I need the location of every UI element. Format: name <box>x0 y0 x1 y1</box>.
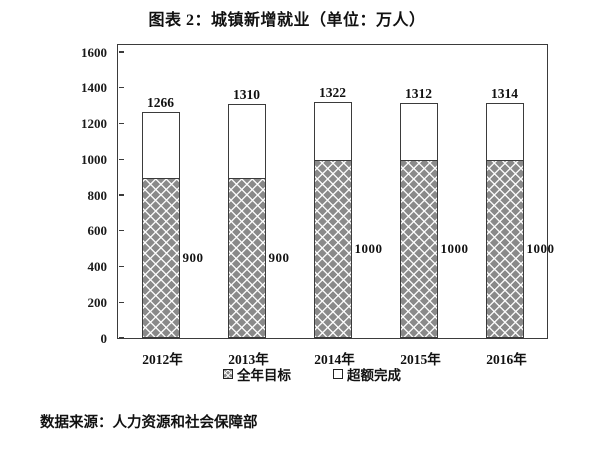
bar-total-label: 1312 <box>405 86 432 102</box>
legend-label-overfulfil: 超额完成 <box>347 368 401 383</box>
y-tick-label: 1600 <box>81 44 107 60</box>
bar-segment-target <box>228 177 265 337</box>
y-tick-mark <box>119 265 124 268</box>
bar-total-label: 1322 <box>319 84 346 100</box>
bar-target-label: 1000 <box>354 240 383 256</box>
y-tick-label: 400 <box>87 259 108 274</box>
bar-segment-target <box>400 159 437 337</box>
white-swatch-icon <box>333 369 343 379</box>
y-tick-label: 1400 <box>81 80 107 96</box>
bar-total-label: 1310 <box>233 86 260 102</box>
stacked-bar <box>399 103 438 338</box>
x-axis-label: 2015年 <box>400 352 441 367</box>
bar-segment-target <box>142 177 179 337</box>
bar-target-label: 1000 <box>526 240 555 256</box>
legend-item-target: 全年目标 <box>223 366 291 383</box>
legend-label-target: 全年目标 <box>237 368 291 383</box>
stacked-bar <box>141 111 180 338</box>
y-tick-label: 1000 <box>81 151 107 167</box>
y-tick-label: 1200 <box>81 116 107 131</box>
y-tick-label: 200 <box>87 294 108 310</box>
y-tick-mark <box>119 194 124 196</box>
bar-target-label: 900 <box>268 249 290 265</box>
x-axis-label: 2012年 <box>142 352 183 367</box>
x-axis-label: 2013年 <box>228 352 269 367</box>
stacked-bar <box>227 103 266 338</box>
y-tick-mark <box>119 301 124 303</box>
y-tick-label: 0 <box>100 330 108 346</box>
bar-segment-target <box>314 159 351 337</box>
stacked-bar <box>313 101 352 338</box>
bar-target-label: 900 <box>182 249 204 265</box>
bar-total-label: 1266 <box>147 94 174 110</box>
bar-target-label: 1000 <box>440 240 469 256</box>
y-tick-mark <box>119 122 124 125</box>
y-tick-label: 800 <box>87 187 108 203</box>
source-note: 数据来源：人力资源和社会保障部 <box>40 415 258 431</box>
hatched-swatch-icon <box>223 369 233 379</box>
y-tick-mark <box>119 337 124 339</box>
x-axis-label: 2014年 <box>314 352 355 367</box>
y-tick-mark <box>119 51 124 53</box>
x-axis-label: 2016年 <box>486 352 527 367</box>
y-tick-label: 600 <box>87 223 108 239</box>
y-tick-mark <box>119 87 124 89</box>
y-tick-mark <box>119 158 124 160</box>
bar-segment-target <box>486 159 523 337</box>
bar-total-label: 1314 <box>491 86 518 102</box>
legend-item-overfulfil: 超额完成 <box>333 366 401 383</box>
y-tick-mark <box>119 230 124 232</box>
stacked-bar <box>485 103 524 338</box>
chart-title: 图表 2：城镇新增就业（单位：万人） <box>148 12 426 29</box>
